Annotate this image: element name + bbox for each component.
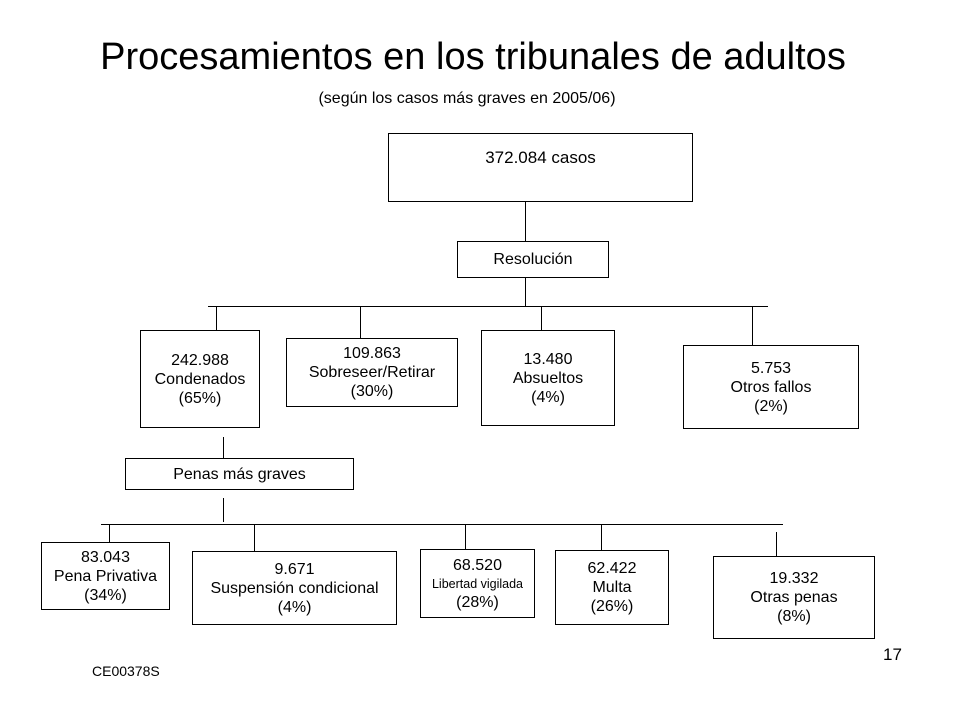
sentence-count: 9.671 bbox=[274, 560, 315, 578]
slide-title: Procesamientos en los tribunales de adul… bbox=[100, 36, 846, 78]
root-node-label: 372.084 casos bbox=[485, 148, 596, 167]
sentences-bar bbox=[101, 524, 783, 525]
connector-otros-fallos bbox=[752, 306, 753, 345]
outcome-count: 109.863 bbox=[343, 345, 401, 362]
sentence-node-otras-penas: 19.332 Otras penas (8%) bbox=[713, 556, 875, 639]
sentence-label: Otras penas bbox=[750, 589, 838, 606]
connector-condenados bbox=[216, 306, 217, 330]
outcome-pct: (30%) bbox=[350, 383, 394, 400]
outcome-label: Sobreseer/Retirar bbox=[308, 364, 436, 381]
connector-suspension bbox=[254, 524, 255, 551]
sentence-label: Suspensión condicional bbox=[210, 579, 379, 597]
outcome-label: Absueltos bbox=[512, 369, 584, 387]
outcome-count: 242.988 bbox=[171, 351, 229, 369]
sentence-label: Libertad vigilada bbox=[431, 576, 524, 591]
outcome-label: Condenados bbox=[154, 370, 246, 388]
sentence-pct: (8%) bbox=[777, 608, 811, 625]
sentence-count: 62.422 bbox=[587, 560, 637, 577]
sentence-node-multa: 62.422 Multa (26%) bbox=[555, 550, 669, 625]
connector-multa bbox=[601, 524, 602, 550]
slide-subtitle: (según los casos más graves en 2005/06) bbox=[318, 90, 616, 107]
connector-sobreseer bbox=[360, 306, 361, 338]
sentence-pct: (28%) bbox=[456, 593, 499, 611]
outcome-node-otros-fallos: 5.753 Otros fallos (2%) bbox=[683, 345, 859, 429]
outcome-node-condenados: 242.988 Condenados (65%) bbox=[140, 330, 260, 428]
outcome-node-sobreseer: 109.863 Sobreseer/Retirar (30%) bbox=[286, 338, 458, 407]
connector-penas-bar bbox=[223, 498, 224, 522]
connector-root-resolution bbox=[525, 201, 526, 241]
outcomes-bar bbox=[208, 306, 768, 307]
decision-node: Resolución bbox=[457, 241, 609, 278]
connector-absueltos bbox=[541, 306, 542, 330]
outcome-node-absueltos: 13.480 Absueltos (4%) bbox=[481, 330, 615, 426]
outcome-pct: (4%) bbox=[531, 388, 565, 406]
sentence-count: 83.043 bbox=[81, 548, 130, 566]
connector-condenados-penas bbox=[223, 437, 224, 458]
root-node: 372.084 casos bbox=[388, 133, 693, 202]
connector-otras-penas bbox=[776, 532, 777, 556]
connector-pena-privativa bbox=[109, 524, 110, 542]
sentence-label: Multa bbox=[592, 579, 632, 596]
outcome-pct: (2%) bbox=[754, 397, 788, 415]
connector-libertad bbox=[465, 524, 466, 549]
decision-node-label: Resolución bbox=[493, 251, 573, 268]
sentences-header-node: Penas más graves bbox=[125, 458, 354, 490]
sentences-header-label: Penas más graves bbox=[173, 465, 306, 483]
sentence-label: Pena Privativa bbox=[53, 567, 158, 585]
outcome-label: Otros fallos bbox=[730, 378, 812, 396]
sentence-pct: (26%) bbox=[590, 598, 634, 615]
footer-code: CE00378S bbox=[92, 663, 160, 679]
sentence-pct: (34%) bbox=[84, 586, 127, 604]
sentence-pct: (4%) bbox=[277, 598, 312, 616]
sentence-node-pena-privativa: 83.043 Pena Privativa (34%) bbox=[41, 542, 170, 610]
sentence-count: 19.332 bbox=[769, 570, 819, 587]
sentence-node-libertad-vigilada: 68.520 Libertad vigilada (28%) bbox=[420, 549, 535, 618]
connector-resolution-bar bbox=[525, 278, 526, 306]
outcome-pct: (65%) bbox=[178, 389, 222, 407]
sentence-node-suspension: 9.671 Suspensión condicional (4%) bbox=[192, 551, 397, 625]
sentence-count: 68.520 bbox=[453, 556, 502, 574]
outcome-count: 13.480 bbox=[523, 350, 573, 368]
page-number: 17 bbox=[883, 645, 902, 664]
outcome-count: 5.753 bbox=[750, 359, 792, 377]
